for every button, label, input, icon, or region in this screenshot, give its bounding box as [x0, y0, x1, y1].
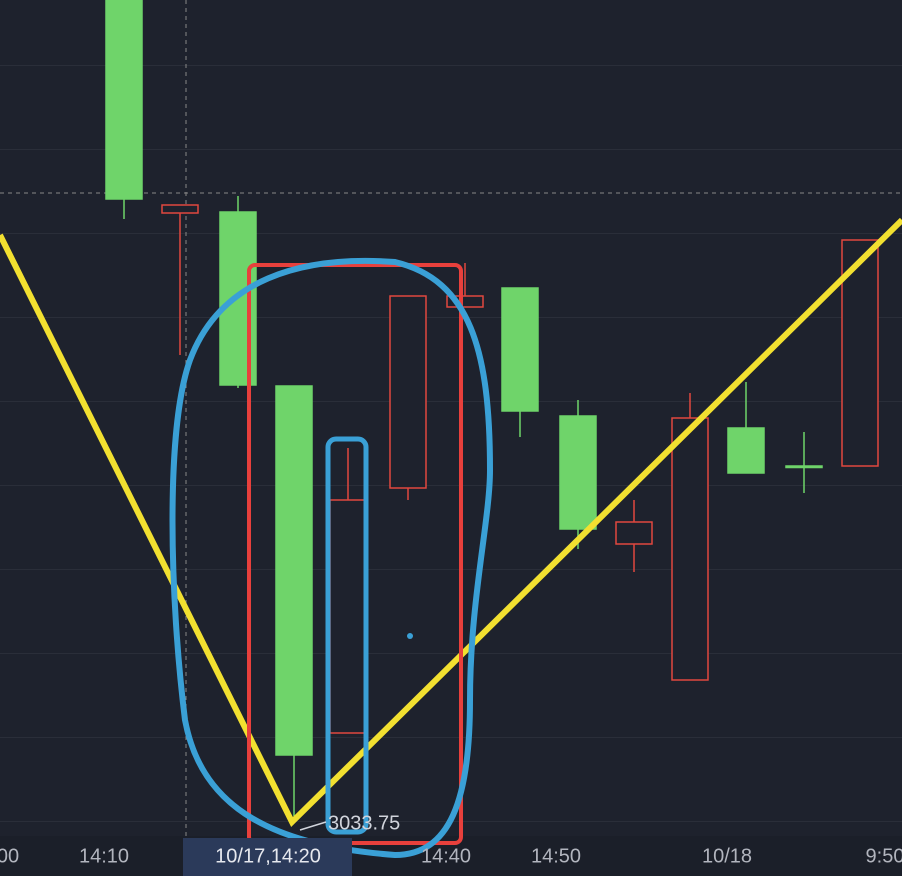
- candle-body: [671, 417, 709, 681]
- dot: [407, 633, 413, 639]
- candle-body: [329, 499, 367, 734]
- candle-body: [841, 239, 879, 467]
- crosshair-label-box: [183, 838, 352, 876]
- x-tick-label: 9:50: [866, 845, 902, 867]
- candle-body: [727, 427, 765, 474]
- x-tick-label: 14:40: [421, 845, 471, 867]
- highlight-rect: [247, 263, 463, 845]
- candle-body: [615, 521, 653, 545]
- x-tick-label: 14:50: [531, 845, 581, 867]
- candle-body: [785, 465, 823, 469]
- grid-background: [0, 0, 902, 836]
- candle-body: [501, 287, 539, 412]
- annotation-arrow: [299, 821, 327, 831]
- candle-body: [161, 204, 199, 214]
- x-tick-label: 00: [0, 845, 19, 867]
- candle-body: [559, 415, 597, 530]
- x-tick-label: 14:10: [79, 845, 129, 867]
- candle-body: [275, 385, 313, 756]
- highlight-rect-blue: [325, 436, 369, 835]
- trend-line: [0, 217, 902, 828]
- x-tick-label: 10/18: [702, 845, 752, 867]
- crosshair-label: 10/17,14:20: [215, 845, 321, 867]
- candle-body: [389, 295, 427, 489]
- candles: [105, 0, 879, 816]
- price-annotation: 3033.75: [328, 812, 400, 834]
- candle-body: [446, 295, 484, 308]
- candle-body: [105, 0, 143, 200]
